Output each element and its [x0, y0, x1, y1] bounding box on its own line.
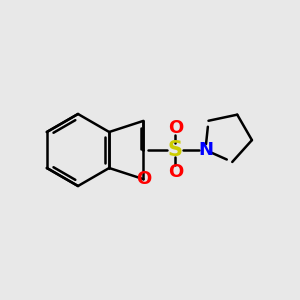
Text: O: O — [168, 119, 183, 137]
Text: S: S — [168, 140, 183, 160]
Text: O: O — [136, 170, 151, 188]
Text: N: N — [198, 141, 213, 159]
Text: O: O — [168, 163, 183, 181]
